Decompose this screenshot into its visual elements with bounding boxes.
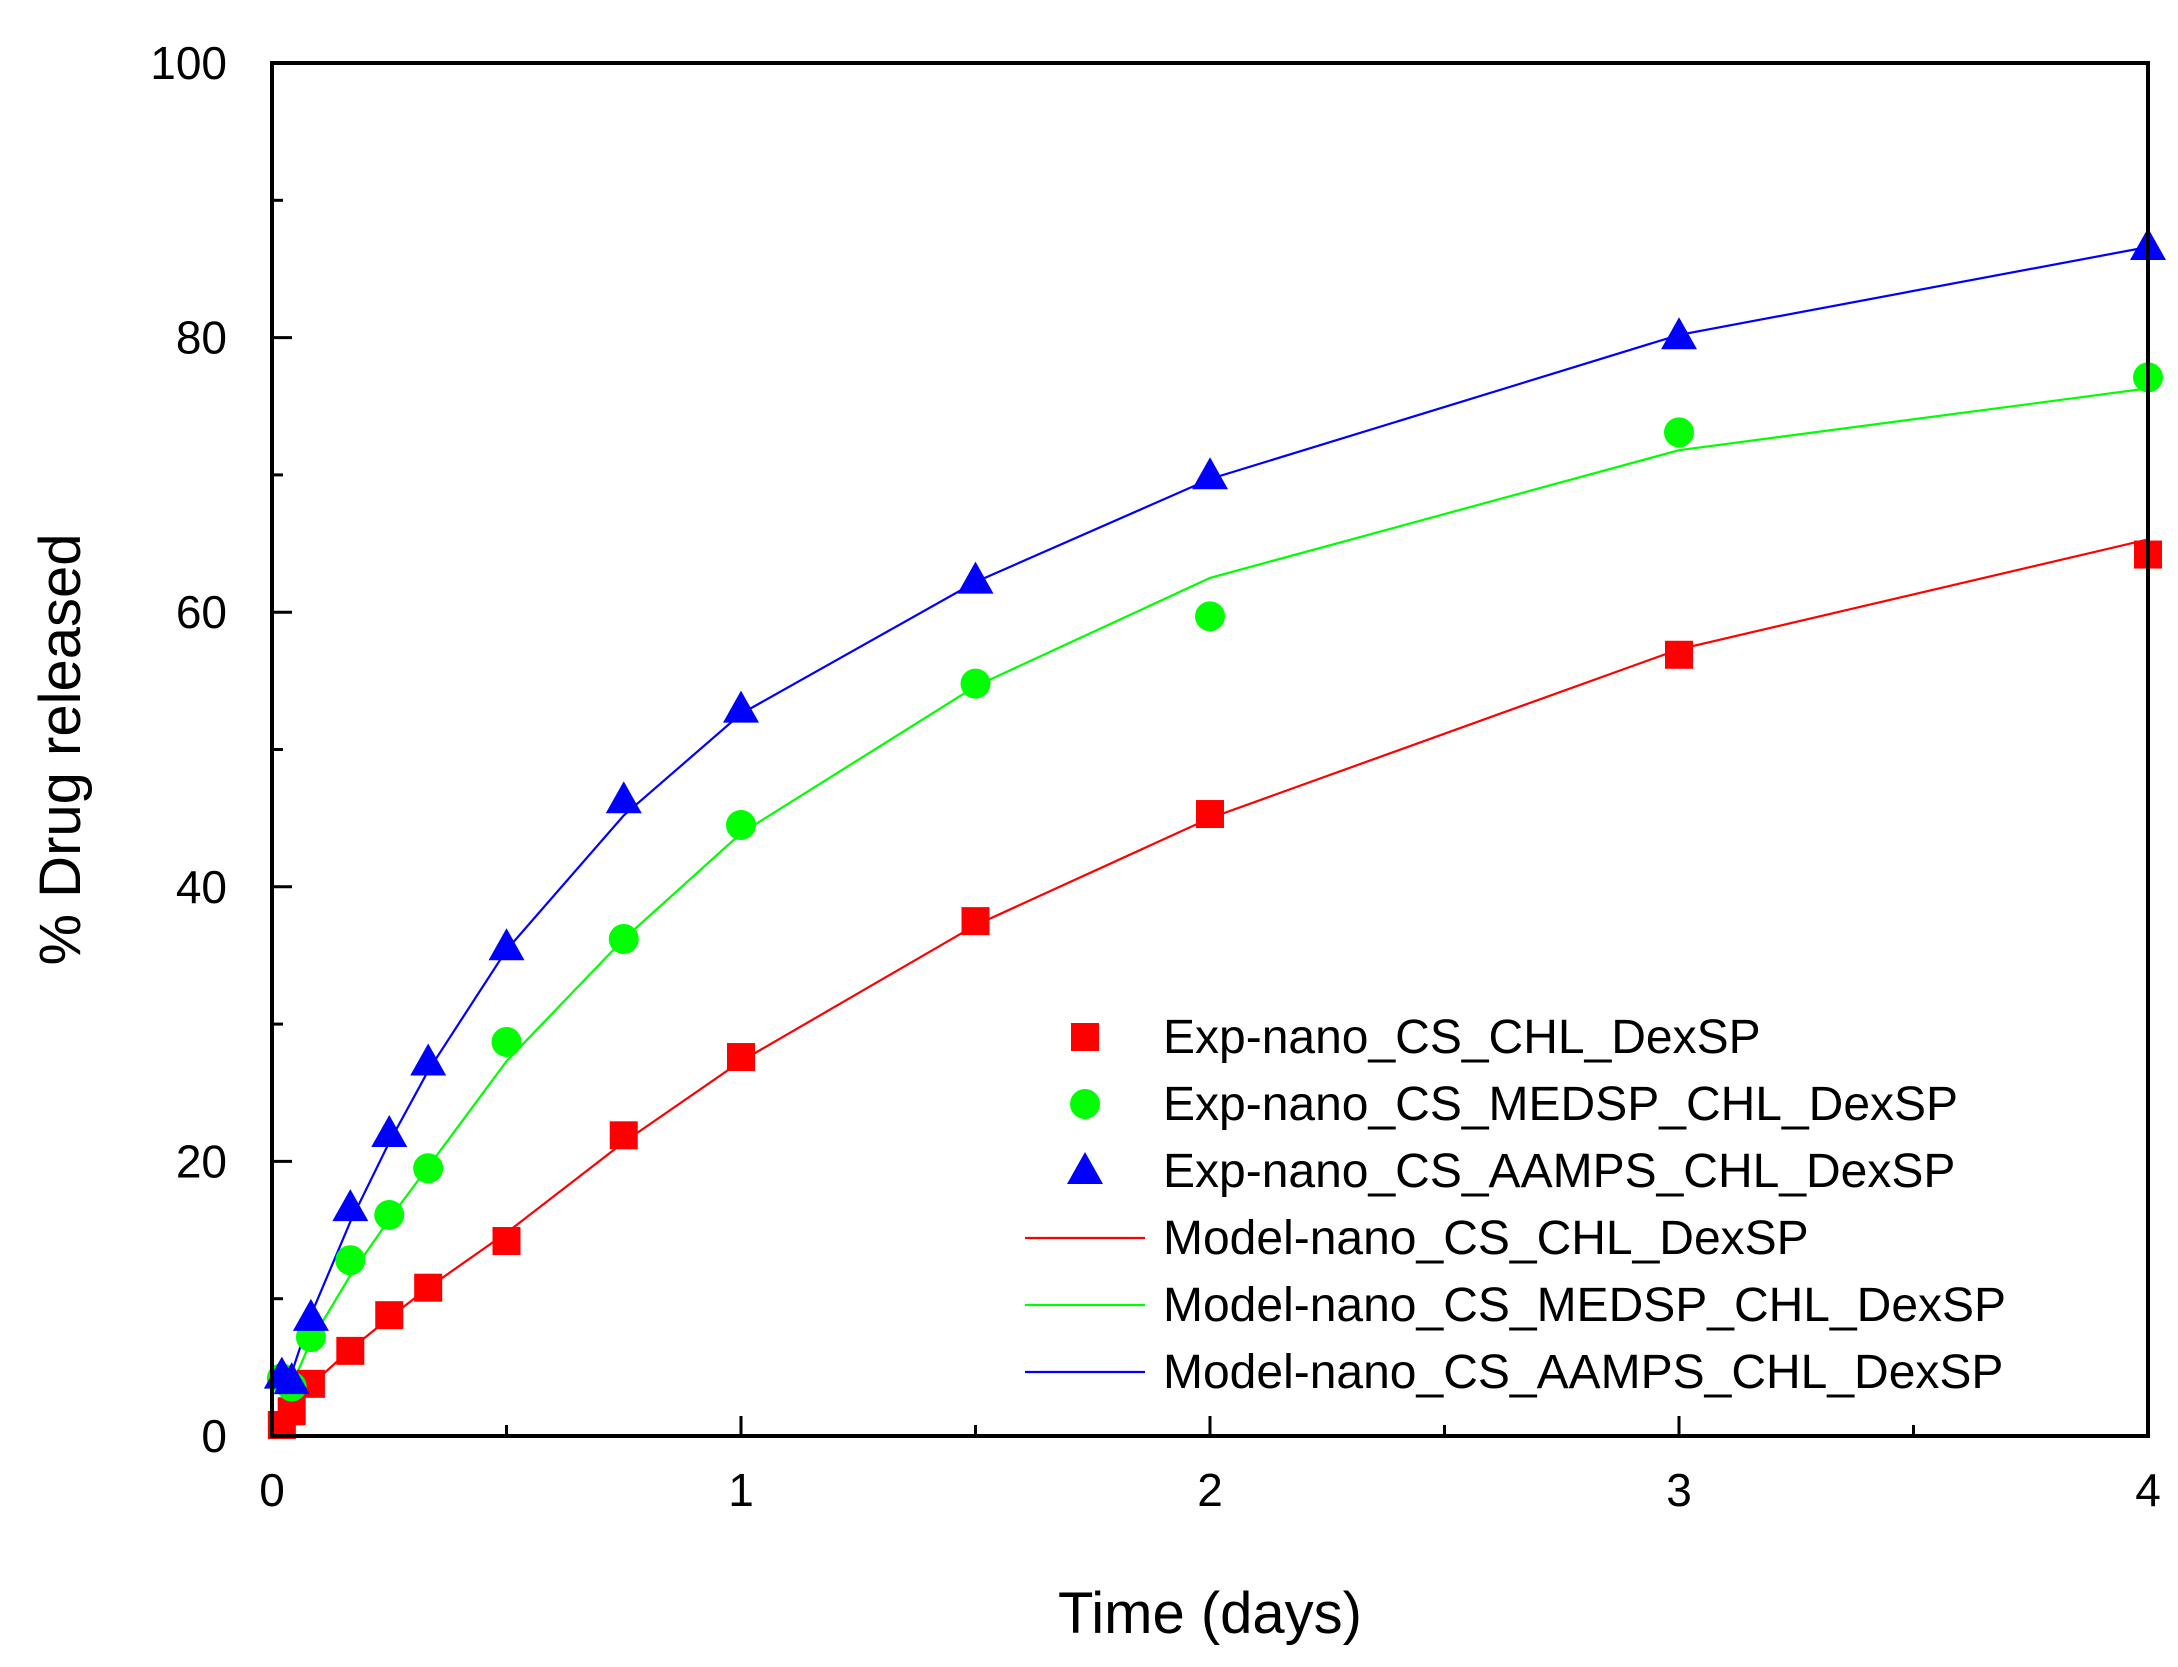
data-point-triangle: [371, 1114, 408, 1147]
data-point-triangle: [605, 781, 642, 814]
x-tick-label: 4: [2135, 1464, 2161, 1516]
legend-symbol-square: [1071, 1023, 1099, 1051]
data-point-square: [1196, 800, 1224, 829]
data-point-circle: [491, 1026, 522, 1057]
x-tick-label: 0: [259, 1464, 285, 1516]
legend-item-3: Exp-nano_CS_AAMPS_CHL_DexSP: [1067, 1145, 1955, 1198]
data-point-triangle: [723, 690, 759, 723]
legend-label: Model-nano_CS_MEDSP_CHL_DexSP: [1163, 1279, 2006, 1332]
data-point-circle: [1664, 417, 1694, 448]
data-point-square: [375, 1301, 404, 1330]
legend-item-6: Model-nano_CS_AAMPS_CHL_DexSP: [1025, 1346, 2003, 1399]
y-tick-label: 100: [150, 37, 227, 89]
data-point-circle: [1195, 601, 1225, 632]
data-point-triangle: [957, 561, 994, 594]
legend-item-2: Exp-nano_CS_MEDSP_CHL_DexSP: [1070, 1078, 1958, 1131]
data-point-circle: [608, 923, 639, 954]
legend-label: Exp-nano_CS_MEDSP_CHL_DexSP: [1163, 1078, 1958, 1131]
exp-series-1: [267, 540, 2162, 1440]
legend-label: Model-nano_CS_AAMPS_CHL_DexSP: [1163, 1346, 2003, 1399]
data-point-triangle: [1192, 457, 1228, 490]
y-tick-label: 40: [176, 861, 227, 913]
data-point-circle: [960, 668, 991, 699]
data-point-square: [609, 1121, 638, 1150]
data-point-square: [492, 1227, 521, 1256]
data-point-circle: [726, 810, 756, 841]
data-point-circle: [374, 1199, 405, 1230]
y-tick-label: 80: [176, 312, 227, 364]
data-point-square: [961, 907, 990, 936]
legend-label: Exp-nano_CS_AAMPS_CHL_DexSP: [1163, 1145, 1955, 1198]
x-tick-label: 1: [728, 1464, 754, 1516]
y-axis-title: % Drug released: [28, 534, 93, 966]
data-point-square: [727, 1043, 755, 1072]
x-axis-title: Time (days): [1058, 1581, 1362, 1646]
y-tick-label: 0: [201, 1410, 227, 1462]
data-point-triangle: [1661, 317, 1697, 350]
data-point-square: [336, 1336, 365, 1365]
legend-item-5: Model-nano_CS_MEDSP_CHL_DexSP: [1025, 1279, 2006, 1332]
y-tick-label: 20: [176, 1135, 227, 1187]
legend-item-1: Exp-nano_CS_CHL_DexSP: [1071, 1011, 1761, 1064]
data-point-triangle: [488, 928, 525, 961]
y-tick-label: 60: [176, 586, 227, 638]
legend-symbol-triangle: [1067, 1152, 1103, 1184]
data-point-square: [414, 1273, 443, 1302]
data-point-circle: [335, 1245, 366, 1276]
data-point-triangle: [292, 1298, 329, 1331]
legend-label: Exp-nano_CS_CHL_DexSP: [1163, 1011, 1761, 1064]
series-markers: [263, 227, 2166, 1440]
data-point-triangle: [332, 1189, 369, 1222]
legend-symbol-circle: [1070, 1089, 1100, 1119]
plot-area: [263, 227, 2166, 1440]
data-point-circle: [413, 1153, 444, 1184]
data-point-triangle: [273, 1362, 310, 1395]
legend-item-4: Model-nano_CS_CHL_DexSP: [1025, 1212, 1809, 1265]
legend: Exp-nano_CS_CHL_DexSP Exp-nano_CS_MEDSP_C…: [1025, 1011, 2006, 1399]
x-tick-label: 2: [1197, 1464, 1223, 1516]
data-point-square: [1665, 640, 1693, 669]
data-point-square: [277, 1397, 306, 1426]
x-tick-label: 3: [1666, 1464, 1692, 1516]
legend-label: Model-nano_CS_CHL_DexSP: [1163, 1212, 1809, 1265]
data-point-triangle: [410, 1043, 447, 1076]
